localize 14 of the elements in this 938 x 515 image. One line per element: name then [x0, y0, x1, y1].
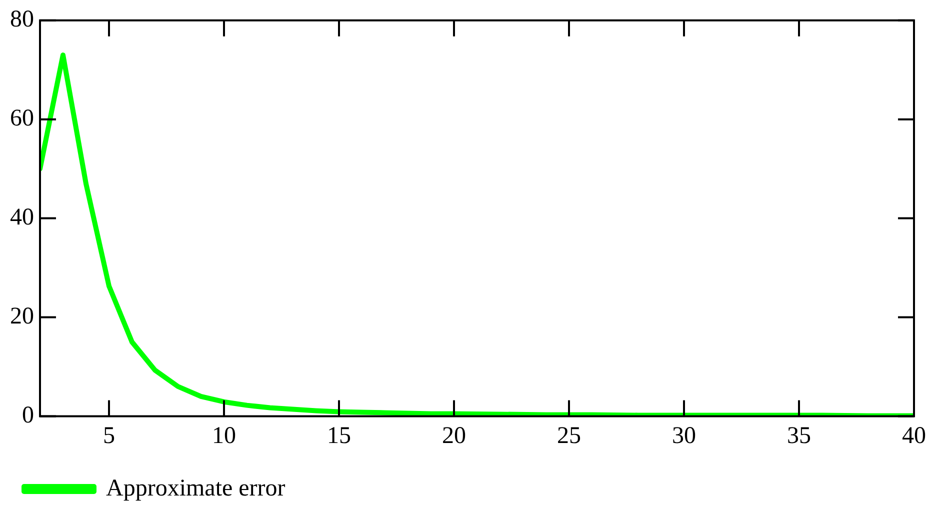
x-tick-label: 30: [672, 422, 696, 449]
x-tick-label: 25: [557, 422, 581, 449]
y-tick-label: 60: [10, 106, 34, 132]
x-tick-label: 35: [787, 422, 811, 449]
y-tick-label: 20: [10, 304, 34, 330]
y-tick-label: 0: [22, 402, 34, 428]
y-tick-label: 80: [10, 6, 34, 33]
x-tick-label: 10: [212, 422, 236, 449]
x-tick-label: 20: [442, 422, 466, 449]
legend-label: Approximate error: [106, 475, 286, 502]
x-tick-label: 5: [103, 422, 115, 449]
x-tick-label: 15: [327, 422, 351, 449]
y-tick-label: 40: [10, 204, 34, 231]
x-tick-label: 40: [902, 422, 926, 449]
